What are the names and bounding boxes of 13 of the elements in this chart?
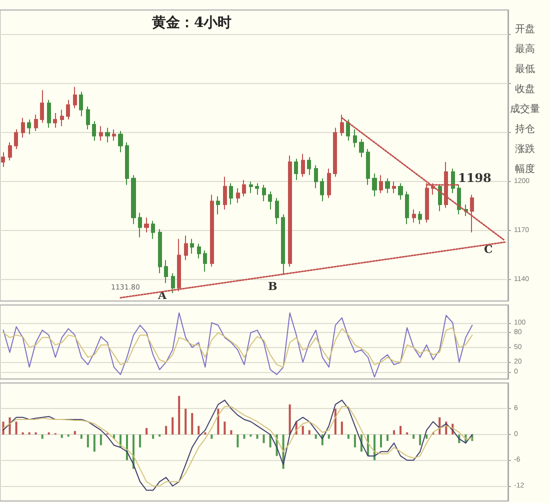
text: 成交量 [510,102,540,116]
text: 持仓 [515,122,535,136]
annotation: 1198 [458,171,492,185]
text: 收盘 [515,83,535,96]
text: 幅度 [515,162,535,176]
text: 开盘 [515,23,535,36]
annotation: C [484,243,493,256]
annotation: B [268,280,278,293]
annotation: A [157,289,167,302]
text: 最高 [515,42,535,56]
text: 最低 [515,63,535,76]
text: 涨跌 [515,142,535,156]
chart-title: 黄金：4小时 [152,14,232,32]
